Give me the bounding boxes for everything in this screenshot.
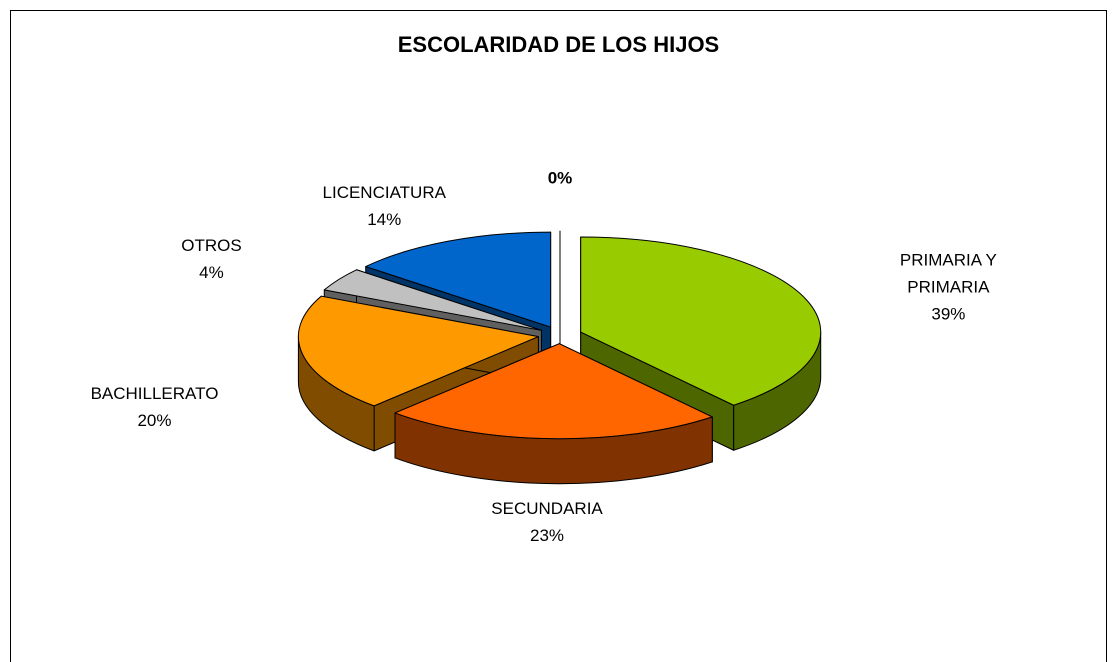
- slice-value-label: 20%: [137, 410, 172, 430]
- slice-category: PRIMARIA Y PRIMARIA: [899, 250, 997, 297]
- slice-top: [365, 231, 552, 328]
- slice-label: LICENCIATURA 14%: [323, 179, 446, 233]
- slice-top: [394, 343, 713, 440]
- slice-value-label: 4%: [199, 262, 224, 282]
- chart-frame: [10, 10, 1107, 662]
- slice-value-label: 39%: [931, 304, 966, 324]
- slice-category: OTROS: [181, 235, 242, 255]
- slice-value-label: 0%: [547, 168, 573, 187]
- slice-top: [323, 269, 542, 331]
- chart-title: ESCOLARIDAD DE LOS HIJOS: [397, 32, 720, 57]
- slice-label: SECUNDARIA 23%: [491, 495, 602, 549]
- slice-category: BACHILLERATO: [90, 383, 219, 403]
- slice-label: BACHILLERATO 20%: [91, 380, 219, 434]
- slice-value-label: 23%: [530, 526, 565, 546]
- slice-label: 0%: [548, 164, 573, 191]
- slice-category: LICENCIATURA: [322, 183, 446, 203]
- slice-top: [580, 236, 822, 406]
- slice-top: [297, 295, 539, 407]
- slice-label: PRIMARIA Y PRIMARIA 39%: [878, 246, 1018, 327]
- slice-label: OTROS 4%: [181, 232, 241, 286]
- pie-slice: [394, 343, 713, 485]
- slice-value-label: 14%: [367, 210, 402, 230]
- slice-category: SECUNDARIA: [491, 499, 603, 519]
